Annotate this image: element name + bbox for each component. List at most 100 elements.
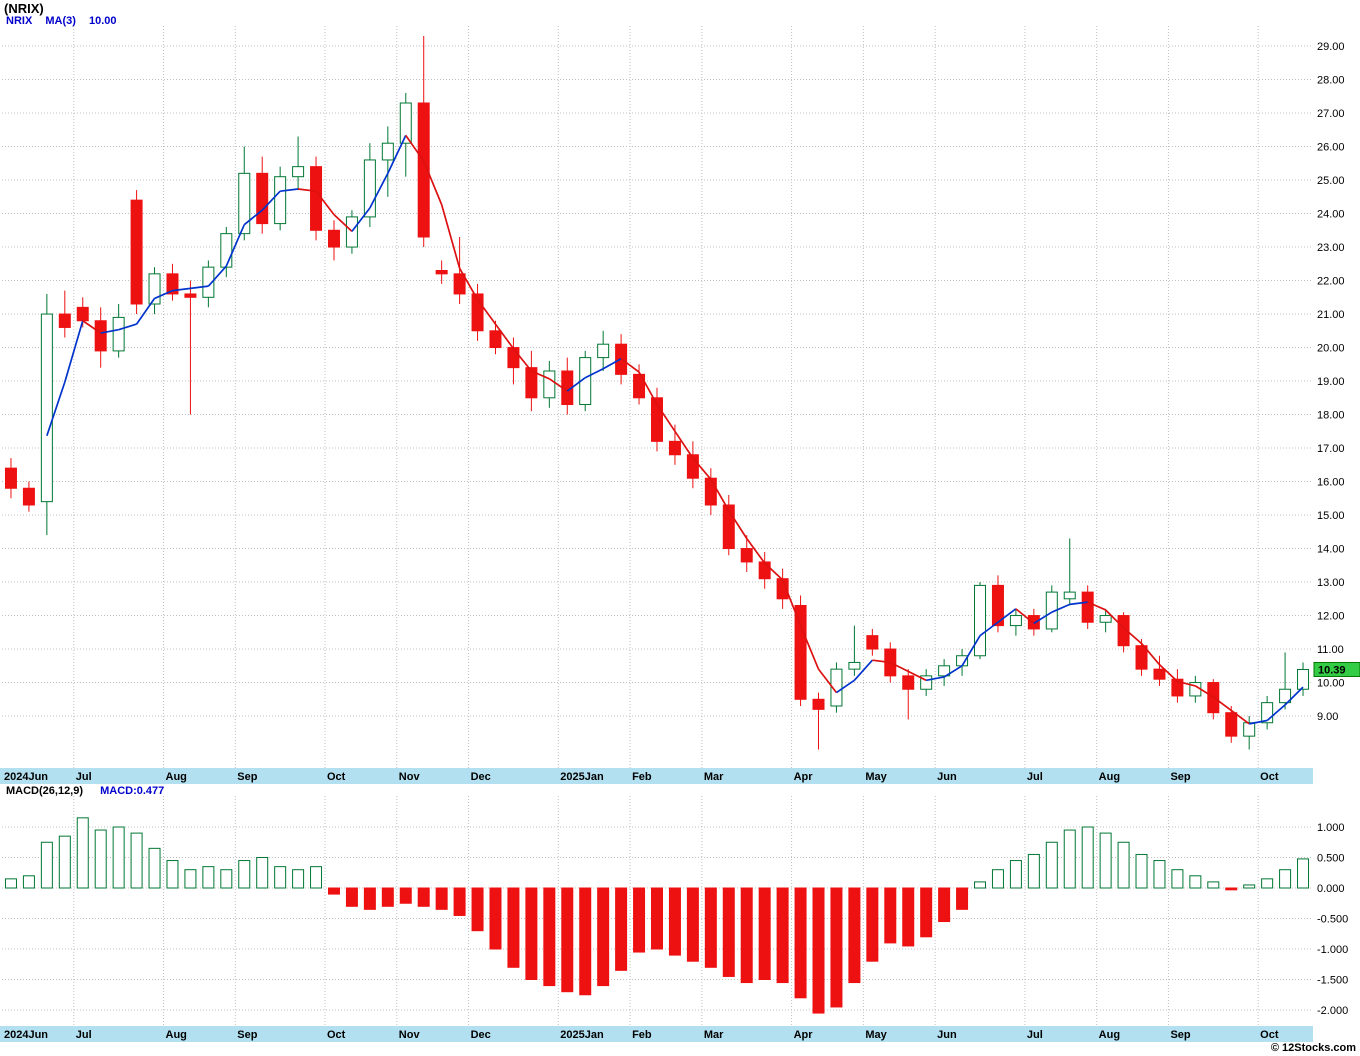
price-axis-label: 27.00 <box>1317 108 1345 120</box>
macd-bar-positive <box>1009 860 1022 889</box>
ma-line-segment <box>961 635 981 667</box>
month-label: Dec <box>471 1029 491 1041</box>
candle-body <box>704 477 717 506</box>
last-price-tag <box>1313 661 1360 677</box>
candle-body <box>866 635 879 650</box>
candle-body <box>597 343 610 359</box>
ma-line-segment <box>548 378 568 392</box>
ma-line-segment <box>1212 696 1232 712</box>
month-label: Jun <box>937 771 957 783</box>
macd-bar-positive <box>1027 853 1040 889</box>
price-axis-label: 17.00 <box>1317 443 1345 455</box>
ma-line-segment <box>531 370 550 380</box>
page-title: (NRIX) <box>4 1 44 16</box>
month-label: Oct <box>1260 771 1279 783</box>
macd-bar-negative <box>686 887 699 962</box>
candle-body <box>938 665 951 677</box>
ma-line-segment <box>369 172 389 209</box>
month-label: Oct <box>327 1029 346 1041</box>
ma-line-segment <box>1140 642 1161 666</box>
candle-body <box>686 454 699 479</box>
ma-line-segment <box>566 377 586 392</box>
macd-axis-label: -2.000 <box>1317 1005 1348 1017</box>
ma-line-segment <box>1105 609 1125 629</box>
ma-line-segment <box>1069 601 1088 606</box>
macd-bar-negative <box>794 887 807 999</box>
ma-line-segment <box>1230 709 1250 725</box>
candle-body <box>112 316 125 352</box>
month-label: May <box>865 1029 887 1041</box>
macd-bar-negative <box>615 887 628 971</box>
price-axis-label: 9.00 <box>1317 711 1338 723</box>
month-label: Aug <box>166 1029 187 1041</box>
ma-line-segment <box>656 404 676 432</box>
last-price-tag-label: 10.39 <box>1318 664 1346 676</box>
ma-line-segment <box>405 134 425 162</box>
candle-body <box>1153 668 1166 680</box>
ma-line-segment <box>82 320 102 334</box>
ma-line-segment <box>207 265 227 287</box>
x-axis-band-macd <box>0 1026 1313 1042</box>
ma-line-segment <box>620 358 640 373</box>
price-axis-label: 12.00 <box>1317 611 1345 623</box>
ma-line-segment <box>728 510 748 539</box>
candle-body <box>417 102 430 238</box>
macd-bar-positive <box>1099 832 1112 889</box>
candle-body <box>130 199 143 305</box>
candle-body <box>543 370 556 399</box>
ma-line-segment <box>584 368 604 379</box>
macd-bar-negative <box>525 887 538 980</box>
price-axis-label: 29.00 <box>1317 41 1345 53</box>
candle-body <box>794 605 807 700</box>
candle-body <box>1171 678 1184 697</box>
candle-body <box>991 584 1004 627</box>
ma-line-segment <box>979 621 999 637</box>
macd-header: MACD(26,12,9) MACD:0.477 <box>6 785 164 797</box>
month-label: Feb <box>632 1029 652 1041</box>
ma-line-segment <box>638 371 658 405</box>
candle-body <box>453 273 466 295</box>
candle-body <box>274 176 287 225</box>
macd-bar-positive <box>1171 869 1184 889</box>
ma-line-segment <box>261 190 281 211</box>
macd-axis-label: -1.500 <box>1317 975 1348 987</box>
macd-bar-positive <box>1207 881 1220 889</box>
macd-axis-label: 0.500 <box>1317 853 1345 865</box>
price-axis-label: 19.00 <box>1317 376 1345 388</box>
macd-bar-positive <box>130 832 143 889</box>
price-axis-label: 11.00 <box>1317 644 1344 656</box>
candle-body <box>399 102 412 144</box>
candle-body <box>812 698 825 710</box>
macd-bar-positive <box>1297 858 1310 889</box>
candle-body <box>848 661 861 670</box>
ma-line-segment <box>1249 719 1268 725</box>
price-axis-label: 13.00 <box>1317 577 1345 589</box>
ma-line-segment <box>1284 686 1304 706</box>
candle-body <box>1243 722 1256 737</box>
candle-body <box>292 166 305 178</box>
macd-bar-negative <box>327 887 340 895</box>
macd-bar-negative <box>507 887 520 968</box>
macd-bar-positive <box>184 869 197 889</box>
macd-bar-negative <box>776 887 789 984</box>
macd-bar-negative <box>668 887 681 956</box>
macd-bar-positive <box>1117 841 1130 889</box>
macd-bar-positive <box>94 829 107 889</box>
ma-line-segment <box>190 285 209 290</box>
candle-body <box>1099 615 1112 623</box>
month-label: Apr <box>794 1029 814 1041</box>
candle-body <box>76 306 89 322</box>
ma-line-segment <box>440 204 461 269</box>
ma-line-segment <box>135 297 156 325</box>
price-axis-label: 16.00 <box>1317 477 1345 489</box>
macd-axis-label: 1.000 <box>1317 822 1345 834</box>
macd-bar-negative <box>866 887 879 962</box>
candle-body <box>633 373 646 399</box>
macd-bar-negative <box>704 887 717 968</box>
macd-bar-positive <box>202 866 215 889</box>
month-label: Dec <box>471 771 491 783</box>
macd-bar-negative <box>722 887 735 977</box>
candle-body <box>830 668 843 707</box>
macd-bar-positive <box>1045 841 1058 889</box>
